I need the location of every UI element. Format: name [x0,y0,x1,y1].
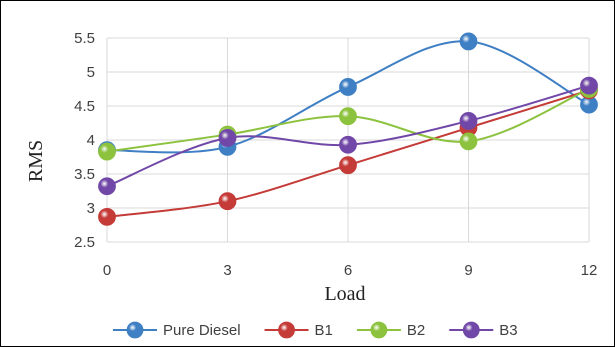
legend: Pure Diesel B1 B2 B3 [113,321,518,339]
y-axis-ticks: 2.5 3 3.5 4 4.5 5 5.5 [74,30,95,251]
y-tick-label: 3 [87,200,95,217]
y-tick-label: 2.5 [74,234,95,251]
data-point [98,177,116,196]
y-tick-label: 4.5 [74,98,95,115]
data-point [218,192,237,211]
x-tick-label: 12 [581,262,598,279]
data-point [98,207,116,226]
y-tick-label: 4 [87,132,95,149]
x-tick-label: 0 [103,262,111,279]
data-point [218,129,237,147]
data-point [459,132,478,151]
data-point [580,76,598,95]
data-point [459,112,478,130]
y-tick-label: 3.5 [74,166,95,183]
data-point [339,78,357,96]
legend-label: Pure Diesel [163,322,241,339]
y-tick-label: 5 [87,64,95,81]
legend-label: B3 [499,322,517,339]
data-point [98,142,116,161]
x-axis-title: Load [324,283,365,305]
legend-label: B2 [407,322,425,339]
legend-label: B1 [315,322,333,339]
data-point [339,107,357,126]
series-layer [98,32,598,226]
x-tick-label: 6 [344,262,352,279]
data-point [459,32,478,51]
x-axis-ticks: 0 3 6 9 12 [103,262,598,279]
legend-marker [370,321,388,339]
data-point [339,156,357,175]
legend-marker [126,321,144,339]
data-point [339,135,357,154]
x-tick-label: 3 [223,262,231,279]
legend-marker [278,321,295,339]
x-tick-label: 9 [464,262,472,279]
legend-marker [462,321,480,339]
y-axis-title: RMS [25,140,47,182]
y-tick-label: 5.5 [74,30,95,47]
